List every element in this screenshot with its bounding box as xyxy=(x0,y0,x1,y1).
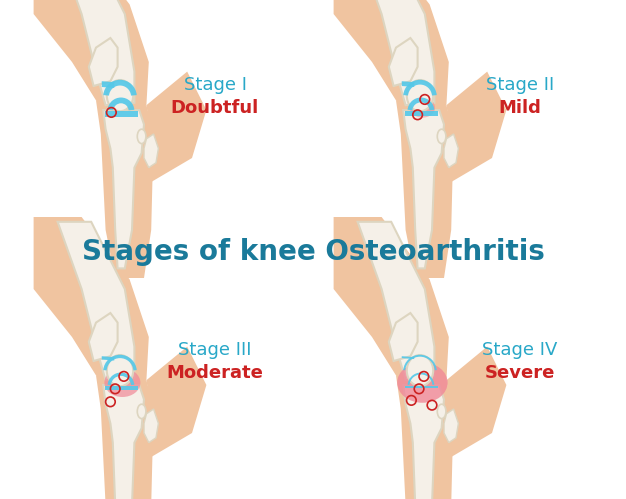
Wedge shape xyxy=(403,80,437,95)
Text: Stage III: Stage III xyxy=(178,341,252,359)
Polygon shape xyxy=(357,222,434,380)
Ellipse shape xyxy=(107,355,133,386)
Polygon shape xyxy=(105,386,138,390)
Text: Severe: Severe xyxy=(485,364,555,382)
Text: Stage II: Stage II xyxy=(486,76,554,94)
Polygon shape xyxy=(444,134,458,168)
Polygon shape xyxy=(402,356,414,359)
Ellipse shape xyxy=(137,129,146,144)
Polygon shape xyxy=(357,0,434,105)
Text: Doubtful: Doubtful xyxy=(171,99,259,117)
Polygon shape xyxy=(144,409,158,443)
Text: Mild: Mild xyxy=(498,99,541,117)
Polygon shape xyxy=(103,385,144,499)
Polygon shape xyxy=(444,409,458,443)
Polygon shape xyxy=(402,81,414,87)
Wedge shape xyxy=(108,373,135,385)
Polygon shape xyxy=(34,217,149,390)
Polygon shape xyxy=(105,111,138,117)
Polygon shape xyxy=(34,0,149,115)
Polygon shape xyxy=(96,100,153,278)
Polygon shape xyxy=(58,222,135,380)
Polygon shape xyxy=(89,313,118,361)
Polygon shape xyxy=(58,0,135,105)
Polygon shape xyxy=(446,347,506,457)
Ellipse shape xyxy=(407,355,433,386)
Wedge shape xyxy=(408,373,434,385)
Wedge shape xyxy=(108,97,135,110)
Polygon shape xyxy=(403,110,444,268)
Polygon shape xyxy=(146,71,207,182)
Text: Moderate: Moderate xyxy=(167,364,264,382)
Polygon shape xyxy=(334,217,449,390)
Wedge shape xyxy=(403,355,437,370)
Ellipse shape xyxy=(137,404,146,419)
Polygon shape xyxy=(102,81,114,88)
Polygon shape xyxy=(89,38,118,86)
Ellipse shape xyxy=(107,80,133,111)
Ellipse shape xyxy=(105,368,140,397)
Polygon shape xyxy=(403,385,444,499)
Polygon shape xyxy=(389,313,418,361)
Text: Stage IV: Stage IV xyxy=(482,341,558,359)
Text: Stages of knee Osteoarthritis: Stages of knee Osteoarthritis xyxy=(81,238,545,266)
Wedge shape xyxy=(103,355,136,370)
Ellipse shape xyxy=(398,362,448,403)
Polygon shape xyxy=(146,347,207,457)
Polygon shape xyxy=(334,0,449,115)
Polygon shape xyxy=(144,134,158,168)
Polygon shape xyxy=(103,110,144,268)
Polygon shape xyxy=(389,38,418,86)
Text: Stage I: Stage I xyxy=(183,76,247,94)
Polygon shape xyxy=(96,375,153,499)
Ellipse shape xyxy=(438,404,446,419)
Ellipse shape xyxy=(407,80,433,111)
Polygon shape xyxy=(396,100,454,278)
Polygon shape xyxy=(446,71,506,182)
Polygon shape xyxy=(404,111,438,116)
Polygon shape xyxy=(102,356,114,360)
Polygon shape xyxy=(404,386,438,388)
Wedge shape xyxy=(103,80,136,96)
Ellipse shape xyxy=(410,97,435,118)
Wedge shape xyxy=(408,97,434,110)
Ellipse shape xyxy=(438,129,446,144)
Polygon shape xyxy=(396,375,454,499)
